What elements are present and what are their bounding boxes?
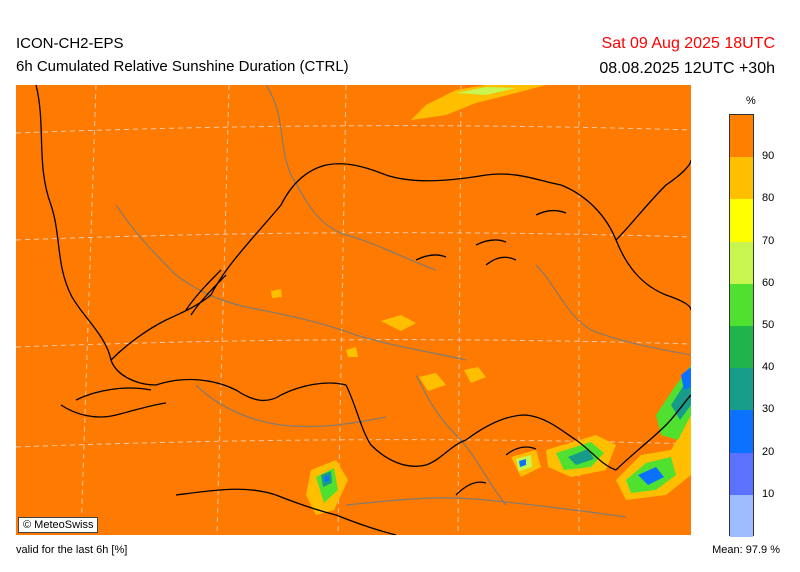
patch-south-blue (519, 459, 526, 467)
run-info: 08.08.2025 12UTC +30h (599, 60, 775, 77)
grid-meridian (80, 85, 97, 535)
river (415, 374, 507, 506)
rivers (115, 85, 691, 518)
reduced-sunshine-areas (271, 85, 691, 515)
legend-tick-label: 50 (762, 319, 775, 331)
patch-central (464, 367, 486, 383)
legend-unit: % (746, 95, 756, 107)
legend-color-step (730, 241, 753, 285)
border-italy (175, 488, 397, 535)
patch-southwest-blue (324, 475, 329, 482)
legend-color-step (730, 199, 753, 243)
lake-maggiore (455, 481, 487, 496)
legend-tick-label: 70 (762, 234, 775, 247)
border-swiss-west (155, 378, 347, 402)
grid-meridian (457, 85, 462, 535)
valid-date: Sat 09 Aug 2025 18UTC (601, 35, 775, 52)
legend-tick-label: 40 (762, 361, 775, 374)
lake-zurich (535, 209, 567, 216)
grid-parallel (16, 232, 691, 241)
legend-color-step (730, 494, 753, 538)
patch-central (271, 289, 282, 298)
patch-east-blue (638, 467, 664, 485)
sunshine-map (16, 85, 691, 535)
legend-color-step (730, 157, 753, 200)
grid-parallel (16, 125, 691, 134)
river (195, 384, 387, 428)
border-north (210, 163, 387, 296)
grid-meridian (337, 85, 347, 535)
lake (485, 256, 517, 266)
patch-east-teal (671, 380, 691, 420)
color-scale (729, 114, 754, 538)
lake-neuchatel-shore (190, 274, 227, 316)
border-france (35, 85, 157, 386)
legend-color-step (730, 326, 753, 369)
legend-tick-label: 10 (762, 487, 775, 500)
lake-lugano (505, 446, 537, 456)
river (345, 497, 627, 518)
grid-meridian (216, 85, 230, 535)
river (265, 85, 437, 271)
legend-color-step (730, 410, 753, 454)
border-rhine (385, 173, 562, 186)
mean-label: Mean: (712, 544, 743, 556)
legend-tick-label: 80 (762, 192, 775, 205)
legend-tick-label: 30 (762, 403, 775, 416)
coordinate-grid (16, 85, 691, 535)
patch-central (381, 315, 416, 331)
border-ticino (465, 414, 617, 471)
legend-color-step (730, 283, 753, 327)
patch-north (411, 85, 546, 120)
legend-tick-label: 90 (762, 150, 775, 163)
mean-value: 97.9 % (745, 544, 780, 556)
legend-color-step (730, 115, 753, 158)
mean-value-readout: Mean: 97.9 % (712, 544, 780, 556)
product-title: 6h Cumulated Relative Sunshine Duration … (16, 58, 349, 75)
lake-geneva (60, 402, 167, 418)
patch-southeast-teal (568, 449, 594, 465)
legend-tick-label: 60 (762, 276, 775, 289)
border-south (345, 384, 467, 467)
legend-color-step (730, 452, 753, 496)
lake (415, 254, 447, 261)
border-southeast (615, 394, 691, 471)
patch-east-blue (681, 367, 691, 390)
border-jura (110, 294, 212, 361)
country-borders (35, 85, 691, 535)
lake-geneva-shore (75, 387, 152, 401)
copyright-label: © MeteoSwiss (18, 517, 99, 533)
river (535, 264, 691, 356)
legend-color-step (730, 368, 753, 411)
patch-north-light (456, 87, 516, 95)
lake (475, 239, 507, 246)
model-title: ICON-CH2-EPS (16, 35, 124, 52)
patch-central (346, 347, 358, 357)
river (115, 204, 467, 361)
legend-tick-label: 20 (762, 445, 775, 458)
patch-central (419, 373, 446, 391)
border-bodensee (615, 159, 691, 241)
validity-note: valid for the last 6h [%] (16, 544, 128, 556)
border-east (560, 184, 691, 311)
lake-neuchatel (185, 269, 222, 311)
grid-parallel (16, 339, 691, 348)
